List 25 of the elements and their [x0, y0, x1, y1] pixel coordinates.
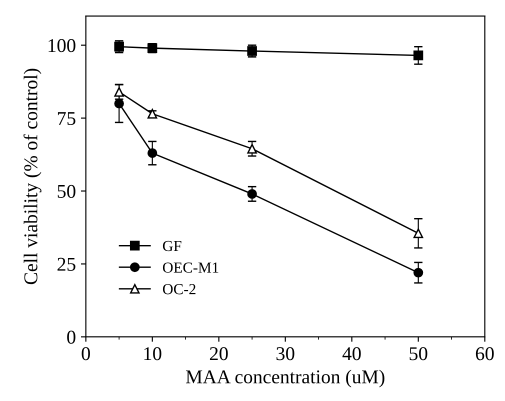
- x-tick-label: 0: [82, 347, 90, 360]
- x-axis-title: MAA concentration (uM): [186, 370, 384, 388]
- y-tick-label: 50: [58, 184, 76, 198]
- point: [413, 228, 424, 238]
- x-tick-label: 10: [144, 347, 162, 360]
- legend-label: GF: [162, 240, 182, 252]
- point: [114, 87, 124, 97]
- legend-label: OEC-M1: [162, 262, 218, 273]
- x-tick-label: 30: [276, 347, 294, 360]
- point: [413, 268, 424, 278]
- legend-label: OC-2: [162, 284, 196, 294]
- x-tick-label: 60: [476, 347, 494, 360]
- point: [413, 50, 424, 60]
- point: [247, 189, 257, 199]
- x-tick-label: 50: [410, 347, 428, 360]
- point: [114, 98, 124, 108]
- x-tick-label: 40: [342, 347, 361, 360]
- y-tick-label: 25: [58, 258, 76, 271]
- x-tick-label: 20: [210, 347, 228, 360]
- point: [147, 148, 158, 158]
- y-tick-label: 0: [67, 330, 76, 344]
- y-tick-label: 75: [58, 112, 76, 126]
- y-axis-title: Cell viability (% of control): [24, 68, 42, 284]
- point: [247, 144, 257, 154]
- y-tick-label: 100: [48, 39, 76, 52]
